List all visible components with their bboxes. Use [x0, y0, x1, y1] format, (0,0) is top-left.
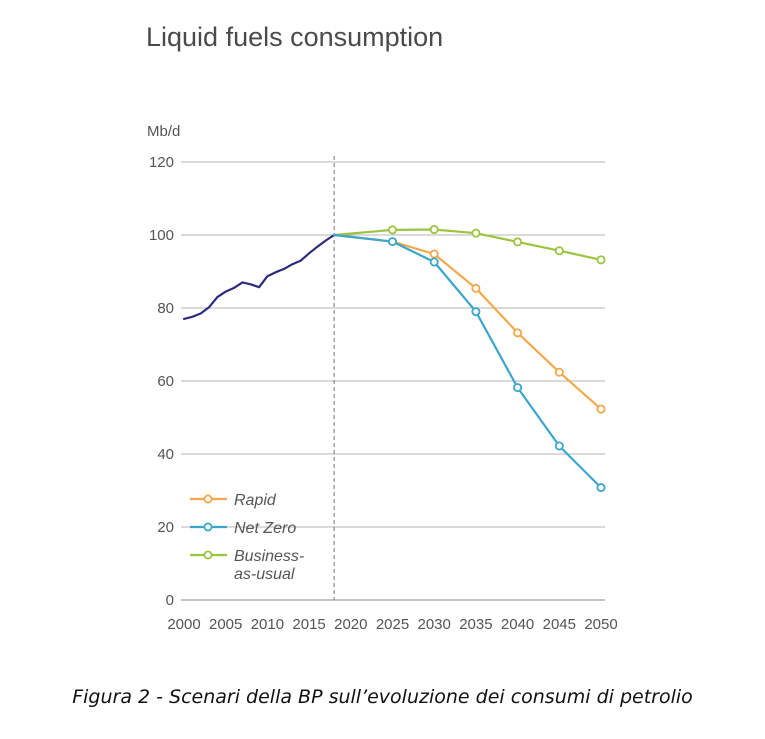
legend-swatch-marker: [203, 550, 213, 560]
data-point-rapid: [429, 249, 439, 259]
data-point-rapid: [471, 283, 481, 293]
series-line-bau: [333, 228, 603, 261]
y-tick-label: 120: [149, 154, 174, 171]
data-point-rapid: [554, 367, 564, 377]
data-point-netzero: [513, 383, 523, 393]
x-tick-label: 2000: [167, 616, 200, 633]
y-tick-label: 20: [157, 519, 174, 536]
series-line-rapid: [333, 233, 603, 411]
x-tick-label: 2035: [459, 616, 492, 633]
data-point-bau: [387, 225, 397, 235]
legend-label: Business-as-usual: [234, 548, 304, 583]
x-tick-label: 2030: [418, 616, 451, 633]
x-tick-label: 2050: [584, 616, 617, 633]
data-point-bau: [513, 237, 523, 247]
data-point-rapid: [513, 328, 523, 338]
legend: Rapid Net Zero Business-as-usual: [190, 492, 304, 583]
legend-label: Rapid: [234, 492, 277, 509]
x-tick-label: 2015: [292, 616, 325, 633]
data-point-bau: [596, 255, 606, 265]
legend-swatch-marker: [203, 494, 213, 504]
legend-swatch-marker: [203, 522, 213, 532]
y-axis-unit-label: Mb/d: [147, 123, 180, 140]
x-tick-label: 2040: [501, 616, 534, 633]
chart-title: Liquid fuels consumption: [146, 22, 444, 52]
legend-item: Net Zero: [190, 520, 296, 537]
series-lines: [182, 225, 606, 493]
y-tick-label: 0: [166, 592, 174, 609]
figure-caption: Figura 2 - Scenari della BP sull’evoluzi…: [72, 686, 693, 708]
x-tick-label: 2010: [251, 616, 284, 633]
x-tick-label: 2025: [376, 616, 409, 633]
data-point-rapid: [596, 404, 606, 414]
data-point-bau: [429, 225, 439, 235]
y-tick-label: 40: [157, 446, 174, 463]
series-line-historical: [182, 233, 336, 320]
x-tick-label: 2045: [543, 616, 576, 633]
y-tick-label: 60: [157, 373, 174, 390]
data-point-netzero: [429, 257, 439, 267]
legend-label: Net Zero: [234, 520, 296, 537]
y-tick-label: 100: [149, 227, 174, 244]
data-point-netzero: [471, 307, 481, 317]
data-point-bau: [471, 228, 481, 238]
y-tick-label: 80: [157, 300, 174, 317]
data-point-netzero: [596, 483, 606, 493]
data-point-bau: [554, 246, 564, 256]
x-tick-label: 2020: [334, 616, 367, 633]
data-point-netzero: [387, 237, 397, 247]
x-tick-label: 2005: [209, 616, 242, 633]
legend-item: Business-as-usual: [190, 548, 304, 583]
data-point-netzero: [554, 441, 564, 451]
legend-item: Rapid: [190, 492, 277, 509]
gridlines: [181, 156, 605, 601]
